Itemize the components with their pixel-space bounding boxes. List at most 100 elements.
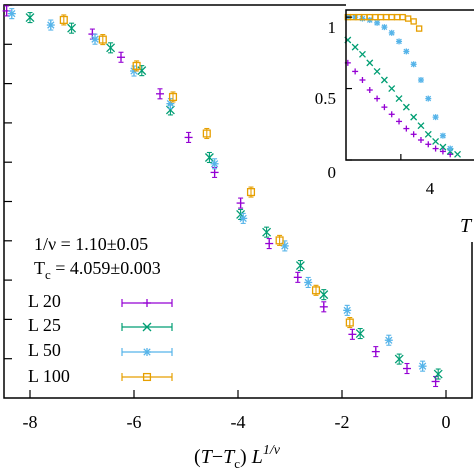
inset-data-point — [410, 61, 417, 68]
legend-label-l25: L 25 — [28, 315, 61, 335]
inset-data-point — [351, 43, 359, 51]
data-point — [433, 369, 443, 379]
inset-y-tick-0: 0 — [328, 163, 337, 182]
main-x-tick-label: -2 — [335, 412, 350, 432]
legend-label-l100: L 100 — [28, 366, 70, 386]
inset-data-point — [439, 148, 446, 155]
data-point — [46, 21, 55, 30]
legend-label-l50: L 50 — [28, 340, 61, 360]
xlabel-tc: T — [223, 446, 236, 468]
data-point — [431, 377, 440, 386]
inset-y-tick-0.5: 0.5 — [315, 89, 336, 108]
data-point — [184, 133, 193, 142]
inset-data-point — [381, 24, 388, 31]
legend-symbol — [143, 299, 151, 307]
data-point — [371, 347, 380, 356]
inset-data-point — [425, 95, 432, 102]
data-point — [403, 364, 411, 373]
data-point — [239, 214, 248, 223]
inset-data-point — [417, 77, 424, 83]
xlabel-t: T — [201, 446, 214, 468]
data-point — [418, 362, 427, 371]
inset-data-point — [388, 111, 395, 118]
legend-entry-l25: L 25 — [28, 315, 173, 335]
main-x-tick-label: -4 — [231, 412, 246, 432]
data-point — [91, 35, 99, 44]
inset-data-point — [417, 137, 424, 143]
data-point — [355, 329, 365, 339]
inset-data-point — [410, 131, 417, 138]
legend-entry-l50: L 50 — [28, 340, 173, 360]
data-point — [210, 168, 219, 177]
legend-symbol — [142, 322, 152, 332]
tc-annotation: Tc = 4.059±0.003 — [34, 258, 161, 282]
data-point — [319, 290, 329, 300]
data-point — [236, 199, 245, 208]
inset-data-point — [374, 95, 381, 102]
inset-data-point — [381, 104, 388, 111]
nu-annotation: 1/ν = 1.10±0.05 — [34, 234, 148, 254]
inset-data-point — [439, 132, 446, 139]
inset-panel: 1 0.5 0 4 T — [315, 4, 474, 242]
inset-data-point — [374, 19, 381, 26]
inset-data-point — [403, 125, 410, 132]
inset-frame — [345, 9, 474, 161]
data-point — [204, 153, 214, 162]
legend-marker-l25 — [121, 322, 173, 332]
data-point — [7, 9, 16, 18]
legend-marker-l100 — [121, 372, 173, 382]
main-data-series — [2, 5, 443, 388]
data-point — [275, 236, 284, 245]
inset-data-point — [396, 118, 403, 125]
inset-x-axis-label: T — [460, 215, 473, 237]
inset-data-point — [415, 25, 423, 32]
inset-x-tick-4: 4 — [426, 179, 435, 198]
series-l50 — [7, 8, 427, 372]
data-point — [295, 261, 305, 271]
inset-data-point — [352, 68, 359, 75]
data-point — [343, 306, 352, 315]
inset-data-point — [373, 67, 381, 75]
inset-data-point — [396, 38, 403, 45]
inset-data-point — [380, 76, 388, 84]
main-x-tick-label: -6 — [127, 412, 142, 432]
inset-data-point — [388, 29, 395, 36]
inset-data-point — [402, 103, 410, 111]
xlabel-close-paren: ) — [240, 446, 247, 468]
inset-data-point — [447, 145, 454, 152]
inset-data-point — [359, 15, 366, 22]
xlabel-minus: − — [212, 446, 223, 468]
data-point — [311, 286, 321, 295]
data-point — [348, 330, 357, 339]
tc-annotation-subscript: c — [45, 267, 51, 282]
inset-data-point — [403, 48, 410, 55]
data-point — [165, 105, 175, 115]
main-x-tick-label: 0 — [442, 412, 451, 432]
inset-data-point — [395, 95, 403, 103]
data-point — [265, 239, 274, 248]
xlabel-exponent: 1/ν — [263, 443, 281, 458]
data-point — [319, 302, 328, 311]
tc-annotation-symbol: T — [34, 258, 45, 278]
legend-marker-l20 — [121, 299, 173, 307]
inset-data-point — [358, 50, 366, 58]
inset-data-point — [366, 59, 374, 67]
data-point — [168, 92, 178, 102]
inset-data-point — [432, 145, 439, 152]
data-point — [25, 13, 35, 23]
legend-symbol — [142, 372, 152, 382]
series-l20 — [2, 5, 440, 388]
inset-data-point — [432, 114, 439, 121]
inset-data-point — [425, 141, 432, 148]
legend-label-l20: L 20 — [28, 291, 61, 311]
xlabel-l: L — [247, 446, 263, 468]
inset-data-point — [410, 113, 418, 121]
main-x-ticks — [29, 390, 447, 398]
data-point — [384, 336, 393, 345]
data-point — [246, 188, 256, 197]
inset-data-point — [454, 150, 462, 158]
tc-annotation-value: = 4.059±0.003 — [51, 258, 161, 278]
series-l100 — [59, 14, 354, 329]
inset-series-l25 — [344, 36, 462, 158]
